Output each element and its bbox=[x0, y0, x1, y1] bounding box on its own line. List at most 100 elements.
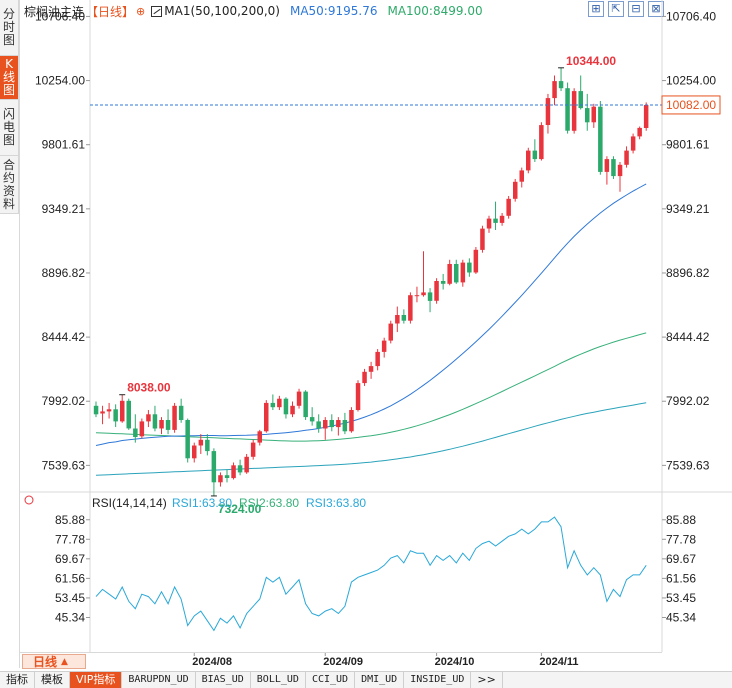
ma-params[interactable]: MA1(50,100,200,0) bbox=[164, 4, 280, 18]
candle-body bbox=[401, 315, 407, 321]
rsi-tick-label-right: 69.67 bbox=[666, 552, 696, 566]
candle-body bbox=[329, 420, 334, 428]
rsi-tick-label-left: 61.56 bbox=[55, 571, 85, 585]
y-tick-label-right: 7539.63 bbox=[666, 458, 710, 472]
candle-body bbox=[205, 439, 210, 452]
x-tick-label: 2024/08 bbox=[192, 656, 232, 668]
candle-body bbox=[598, 106, 603, 172]
rsi-tick-label-right: 45.34 bbox=[666, 610, 696, 624]
candle-body bbox=[237, 465, 243, 473]
rsi3-value: RSI3:63.80 bbox=[306, 496, 366, 510]
triangle-up-icon: ▲ bbox=[61, 656, 68, 667]
bottom-tab-6[interactable]: CCI_UD bbox=[306, 672, 356, 688]
candle-body bbox=[323, 420, 328, 429]
candle-body bbox=[198, 439, 204, 446]
rsi-tick-label-right: 85.88 bbox=[666, 513, 696, 527]
candle-body bbox=[434, 281, 439, 301]
candle-body bbox=[283, 398, 289, 415]
side-tab-3[interactable]: 合约资料 bbox=[0, 156, 19, 214]
last-price-box bbox=[661, 95, 721, 115]
candle-body bbox=[100, 411, 105, 414]
candle-body bbox=[231, 465, 236, 479]
candle-body bbox=[368, 366, 374, 372]
candle-body bbox=[513, 181, 518, 199]
candle-body bbox=[139, 421, 145, 437]
candle-body bbox=[637, 127, 642, 137]
bottom-tab-8[interactable]: INSIDE_UD bbox=[404, 672, 472, 688]
settings-icon[interactable]: ⊕ bbox=[136, 4, 146, 18]
side-tab-char: 时 bbox=[2, 20, 15, 34]
bottom-tab-2[interactable]: VIP指标 bbox=[70, 672, 123, 688]
ma100-line bbox=[95, 332, 647, 442]
ma-line-icon[interactable] bbox=[151, 5, 163, 17]
rsi-tick-label-left: 53.45 bbox=[55, 591, 85, 605]
bottom-tab-9[interactable]: >> bbox=[471, 672, 503, 688]
rsi2-value: RSI2:63.80 bbox=[239, 496, 299, 510]
rsi-tick-label-left: 69.67 bbox=[55, 552, 85, 566]
bottom-tab-1[interactable]: 模板 bbox=[35, 672, 70, 688]
side-tab-char: K bbox=[5, 57, 13, 71]
candle-body bbox=[591, 106, 596, 123]
rsi-title: RSI(14,14,14) bbox=[92, 496, 167, 510]
side-tab-char: 合 bbox=[2, 157, 15, 172]
bottom-tab-3[interactable]: BARUPDN_UD bbox=[122, 672, 196, 688]
target-icon bbox=[24, 495, 34, 505]
expand-icon[interactable]: ⇱ bbox=[608, 1, 624, 17]
candle-body bbox=[624, 150, 629, 165]
rsi-tick-label-right: 53.45 bbox=[666, 591, 696, 605]
side-tab-0[interactable]: 分时图 bbox=[0, 0, 19, 56]
candle-body bbox=[558, 81, 564, 89]
bottom-tab-4[interactable]: BIAS_UD bbox=[196, 672, 251, 688]
candle-body bbox=[414, 295, 420, 297]
candle-body bbox=[218, 475, 223, 483]
candle-body bbox=[388, 323, 393, 341]
candle-body bbox=[93, 405, 99, 415]
ma50-line bbox=[95, 183, 647, 446]
ma100-value: MA100:8499.00 bbox=[387, 4, 483, 18]
candle-body bbox=[473, 249, 479, 273]
zoom-in-icon[interactable]: ⊠ bbox=[648, 1, 664, 17]
candle-body bbox=[604, 159, 610, 172]
candle-body bbox=[355, 383, 361, 410]
candle-body bbox=[192, 445, 197, 459]
candle-body bbox=[630, 136, 636, 151]
period-tab-label: 日线 bbox=[33, 655, 58, 669]
candle-body bbox=[526, 150, 531, 171]
candle-body bbox=[224, 475, 230, 478]
y-tick-label-right: 8896.82 bbox=[666, 266, 710, 280]
candle-body bbox=[480, 228, 485, 250]
bottom-tab-5[interactable]: BOLL_UD bbox=[251, 672, 306, 688]
side-tab-char: 分 bbox=[2, 7, 15, 21]
candle-body bbox=[257, 431, 262, 443]
candle-body bbox=[146, 414, 151, 422]
period-tab[interactable]: 日线 ▲ bbox=[22, 654, 86, 669]
candle-body bbox=[172, 405, 177, 430]
candle-body bbox=[408, 295, 413, 321]
zoom-out-icon[interactable]: ⊟ bbox=[628, 1, 644, 17]
y-tick-label-left: 7539.63 bbox=[42, 458, 86, 472]
side-tab-2[interactable]: 闪电图 bbox=[0, 100, 19, 156]
candle-body bbox=[336, 420, 341, 428]
candle-body bbox=[611, 159, 616, 177]
y-tick-label-left: 7992.02 bbox=[42, 394, 86, 408]
side-tab-char: 资 bbox=[2, 183, 15, 198]
y-tick-label-right: 7992.02 bbox=[666, 394, 710, 408]
y-tick-label-left: 10254.00 bbox=[35, 74, 85, 88]
side-tab-char: 图 bbox=[2, 33, 15, 47]
candle-body bbox=[316, 421, 321, 429]
period-label[interactable]: 【日线】 bbox=[86, 4, 135, 19]
bottom-tab-0[interactable]: 指标 bbox=[0, 672, 35, 688]
candle-body bbox=[152, 414, 158, 429]
crosshair-icon[interactable]: ⊞ bbox=[588, 1, 604, 17]
side-tab-char: 线 bbox=[2, 70, 15, 84]
candle-body bbox=[565, 88, 570, 131]
bottom-tab-7[interactable]: DMI_UD bbox=[355, 672, 405, 688]
candle-body bbox=[519, 170, 524, 182]
side-tab-char: 电 bbox=[2, 120, 15, 134]
candle-body bbox=[296, 391, 302, 406]
candle-body bbox=[532, 150, 538, 160]
candle-body bbox=[381, 340, 387, 352]
candle-body bbox=[264, 402, 269, 432]
